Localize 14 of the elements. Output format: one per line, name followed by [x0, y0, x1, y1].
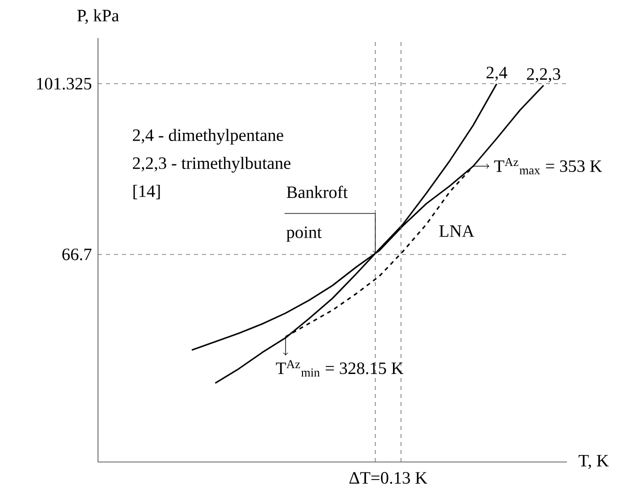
annotation: T$^{Az}$$_{max}$ = 353 K [494, 158, 602, 174]
y-tick-label: 66.7 [62, 248, 92, 260]
annotation: T$^{Az}$$_{min}$ = 328.15 K [276, 360, 404, 376]
annotation: 2,2,3 - trimethylbutane [132, 156, 290, 173]
series-label: 2,2,3 [526, 68, 560, 82]
series-label: 2,4 [486, 66, 508, 81]
y-tick-label: 101.325 [37, 78, 92, 90]
annotation: 2,4 - dimethylpentane [132, 128, 284, 145]
annotation: [14] [133, 184, 160, 200]
text: Bankroft point [286, 186, 348, 242]
series-label: LNA [439, 225, 474, 237]
text: ΔT=0.13 K [349, 472, 428, 484]
x-axis-title: T, K [578, 454, 609, 470]
y-axis-title: P, kPa [77, 9, 119, 24]
